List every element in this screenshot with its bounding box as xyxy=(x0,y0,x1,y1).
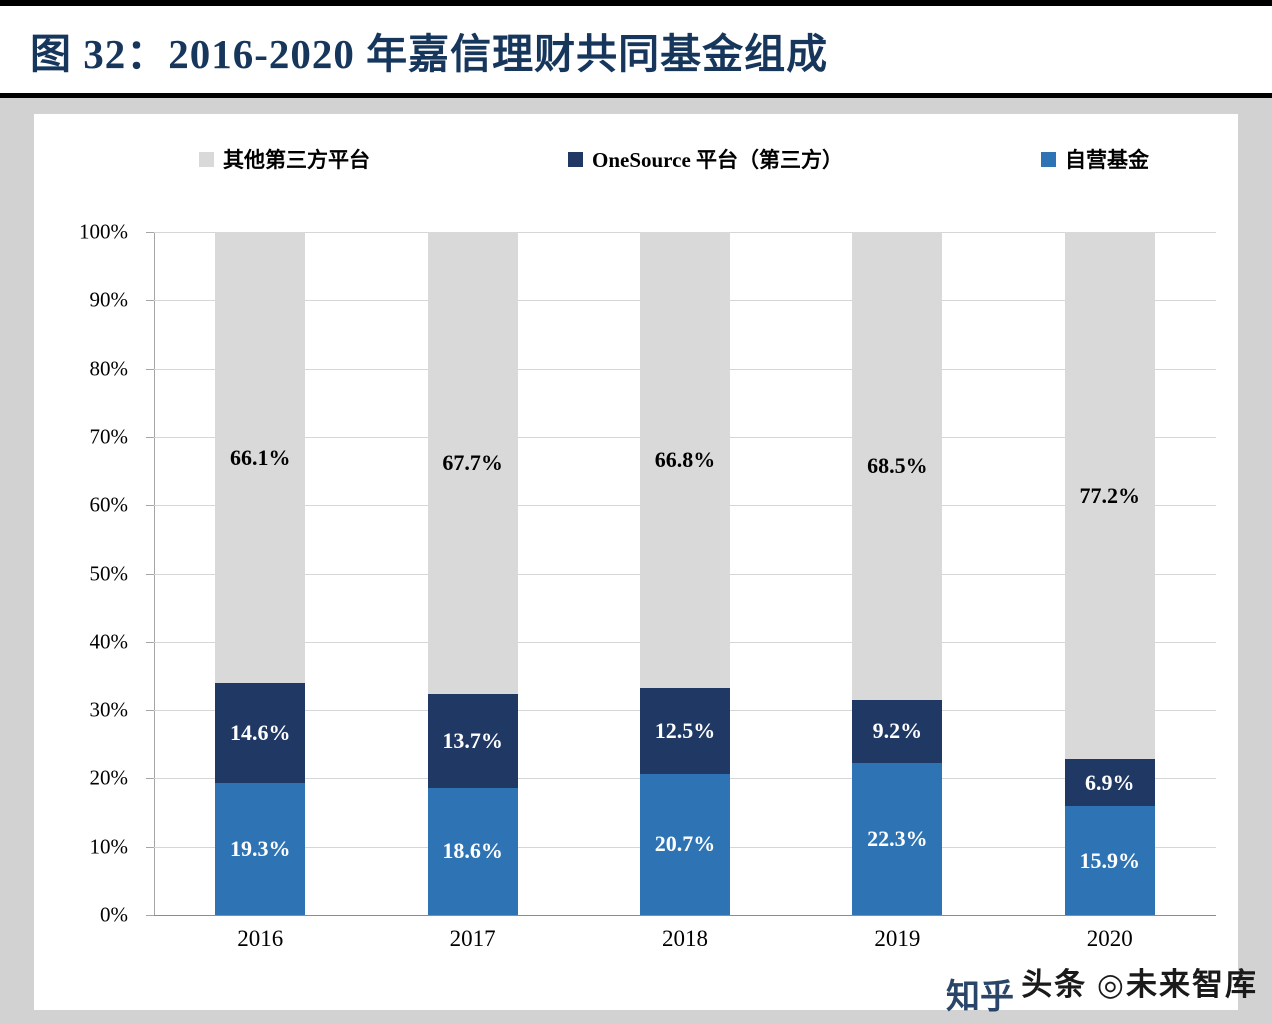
bar-stack-2018: 20.7% 12.5% 66.8% xyxy=(640,232,730,915)
y-axis-tick xyxy=(146,915,154,916)
bar-segment: 66.8% xyxy=(640,232,730,689)
bar-segment: 9.2% xyxy=(852,699,943,763)
bar-segment: 68.5% xyxy=(852,232,943,700)
bar-value-label: 13.7% xyxy=(442,728,503,754)
y-tick-label: 90% xyxy=(89,287,129,312)
y-axis-tick xyxy=(146,368,154,370)
bar-segment: 67.7% xyxy=(427,232,518,695)
gridline xyxy=(154,915,1216,916)
bar-value-label: 19.3% xyxy=(229,836,291,862)
x-tick-label: 2020 xyxy=(1086,926,1133,951)
bar-value-label: 68.5% xyxy=(867,452,928,478)
y-axis-tick xyxy=(146,300,154,302)
bar-segment: 20.7% xyxy=(640,773,730,915)
y-tick-label: 30% xyxy=(89,697,129,722)
y-tick-label: 10% xyxy=(89,834,129,859)
bar-segment: 77.2% xyxy=(1064,232,1155,760)
y-axis-tick xyxy=(146,505,154,507)
bar-segment: 13.7% xyxy=(427,694,518,788)
bar-stack-2020: 15.9% 6.9% 77.2% xyxy=(1064,232,1155,915)
legend-swatch-icon xyxy=(567,151,583,167)
bar-segment: 12.5% xyxy=(640,688,730,774)
y-tick-label: 20% xyxy=(89,765,129,790)
bar-segment: 6.9% xyxy=(1064,759,1155,807)
x-tick-label: 2019 xyxy=(874,926,921,951)
legend-label: 其他第三方平台 xyxy=(223,148,370,172)
bar-segment: 15.9% xyxy=(1064,806,1155,915)
bar-value-label: 15.9% xyxy=(1079,847,1141,873)
y-axis-tick xyxy=(146,232,154,233)
legend-item: OneSource 平台（第三方） xyxy=(567,144,844,174)
bar-value-label: 12.5% xyxy=(654,717,716,743)
y-tick-label: 50% xyxy=(89,561,129,585)
bar-segment: 66.1% xyxy=(215,232,306,684)
y-axis-tick xyxy=(146,436,154,438)
y-tick-label: 80% xyxy=(89,356,129,381)
bar-value-label: 18.6% xyxy=(442,838,503,864)
bar-value-label: 67.7% xyxy=(442,450,503,476)
bar-value-label: 20.7% xyxy=(654,831,716,857)
x-axis-labels: 2016 2017 2018 2019 2020 xyxy=(154,926,1216,966)
legend-label: 自营基金 xyxy=(1065,148,1149,172)
bar-value-label: 9.2% xyxy=(872,718,923,744)
bar-stack-2017: 18.6% 13.7% 67.7% xyxy=(427,232,518,915)
bar-segment: 18.6% xyxy=(427,787,518,915)
y-tick-label: 70% xyxy=(89,424,129,449)
y-axis-tick xyxy=(146,710,154,712)
bar-stack-2016: 19.3% 14.6% 66.1% xyxy=(215,232,306,915)
legend-label: OneSource 平台（第三方） xyxy=(591,148,844,172)
y-axis-tick xyxy=(146,778,154,780)
legend-swatch-icon xyxy=(199,151,214,167)
x-tick-label: 2016 xyxy=(237,926,284,951)
y-tick-label: 100% xyxy=(79,219,128,244)
legend-item: 其他第三方平台 xyxy=(199,144,370,174)
y-tick-label: 40% xyxy=(89,629,129,654)
x-tick-label: 2017 xyxy=(449,926,496,951)
legend-item: 自营基金 xyxy=(1041,144,1149,174)
y-axis-labels: 100% 90% 80% 70% 60% 50% 40% 30% 20% 10% 0% xyxy=(44,220,140,927)
y-axis-tick xyxy=(146,573,154,575)
bar-value-label: 66.8% xyxy=(654,447,716,473)
y-axis-tick xyxy=(146,846,154,848)
bar-value-label: 22.3% xyxy=(867,825,928,851)
bar-value-label: 66.1% xyxy=(229,444,291,470)
legend-swatch-icon xyxy=(1041,151,1056,167)
y-axis-tick xyxy=(146,641,154,643)
y-tick-label: 60% xyxy=(89,492,129,517)
x-tick-label: 2018 xyxy=(661,926,708,951)
bar-segment: 22.3% xyxy=(852,762,943,915)
bar-segment: 14.6% xyxy=(215,683,306,784)
plot-area: 19.3% 14.6% 66.1% 18.6% 13.7% 67.7% 20.7% 12.5%… xyxy=(146,232,1216,916)
chart-panel: 其他第三方平台 OneSource 平台（第三方） 自营基金 100% 90% 80% 7… xyxy=(34,114,1238,1010)
figure-title: 图 32：2016-2020 年嘉信理财共同基金组成 xyxy=(30,30,829,77)
bar-value-label: 6.9% xyxy=(1085,769,1135,795)
bar-value-label: 14.6% xyxy=(229,720,291,746)
chart-legend: 其他第三方平台 OneSource 平台（第三方） 自营基金 xyxy=(199,144,1149,174)
bar-stack-2019: 22.3% 9.2% 68.5% xyxy=(852,232,943,915)
bar-value-label: 77.2% xyxy=(1079,482,1141,508)
bar-segment: 19.3% xyxy=(215,783,306,915)
y-tick-label: 0% xyxy=(100,902,128,927)
figure-title-bar: 图 32：2016-2020 年嘉信理财共同基金组成 xyxy=(0,0,1272,98)
